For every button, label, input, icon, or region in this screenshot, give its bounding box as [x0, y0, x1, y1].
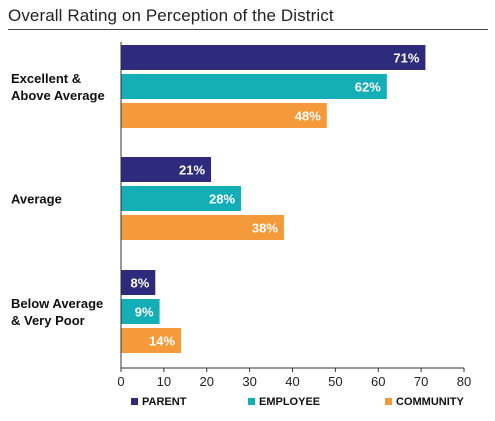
data-label: 14% [149, 334, 175, 349]
legend-label: COMMUNITY [396, 396, 464, 408]
bar-parent [121, 45, 426, 70]
x-tick-label: 40 [285, 374, 299, 389]
title-divider [8, 29, 488, 30]
x-tick-label: 70 [414, 374, 428, 389]
legend-swatch-employee [248, 398, 255, 405]
data-label: 21% [179, 163, 205, 178]
category-label: Excellent & [11, 71, 81, 86]
data-label: 28% [209, 192, 235, 207]
legend-swatch-community [385, 398, 392, 405]
category-label: Above Average [11, 88, 105, 103]
x-tick-label: 50 [328, 374, 342, 389]
x-tick-label: 80 [457, 374, 471, 389]
x-tick-label: 10 [157, 374, 171, 389]
legend-label: EMPLOYEE [259, 396, 320, 408]
bar-parent [121, 270, 156, 295]
bars: 71% 62% 48% 21% 28% 38% 8% 9% 14% [121, 45, 426, 353]
bar-parent [121, 157, 212, 182]
data-label: 48% [295, 109, 321, 124]
legend-swatch-parent [131, 398, 138, 405]
bar-community [121, 215, 284, 240]
legend: PARENT EMPLOYEE COMMUNITY [131, 396, 464, 408]
data-label: 62% [355, 80, 381, 95]
x-tick-label: 60 [371, 374, 385, 389]
category-labels: Excellent & Above Average Average Below Ave… [11, 71, 105, 328]
category-label: Below Average [11, 296, 103, 311]
data-label: 9% [135, 305, 154, 320]
x-tick-label: 20 [200, 374, 214, 389]
x-tick-label: 0 [117, 374, 124, 389]
bar-employee [121, 186, 242, 211]
legend-label: PARENT [142, 396, 187, 408]
category-label: Average [11, 192, 62, 207]
bar-employee [121, 299, 160, 324]
bar-employee [121, 74, 387, 99]
category-label: & Very Poor [11, 313, 85, 328]
x-tick-label: 30 [242, 374, 256, 389]
bar-community [121, 328, 182, 353]
data-label: 38% [252, 221, 278, 236]
chart-title: Overall Rating on Perception of the Dist… [8, 6, 334, 25]
data-label: 8% [131, 276, 150, 291]
data-label: 71% [393, 51, 419, 66]
bar-community [121, 103, 327, 128]
x-axis: 0 10 20 30 40 50 60 70 80 [117, 42, 471, 389]
